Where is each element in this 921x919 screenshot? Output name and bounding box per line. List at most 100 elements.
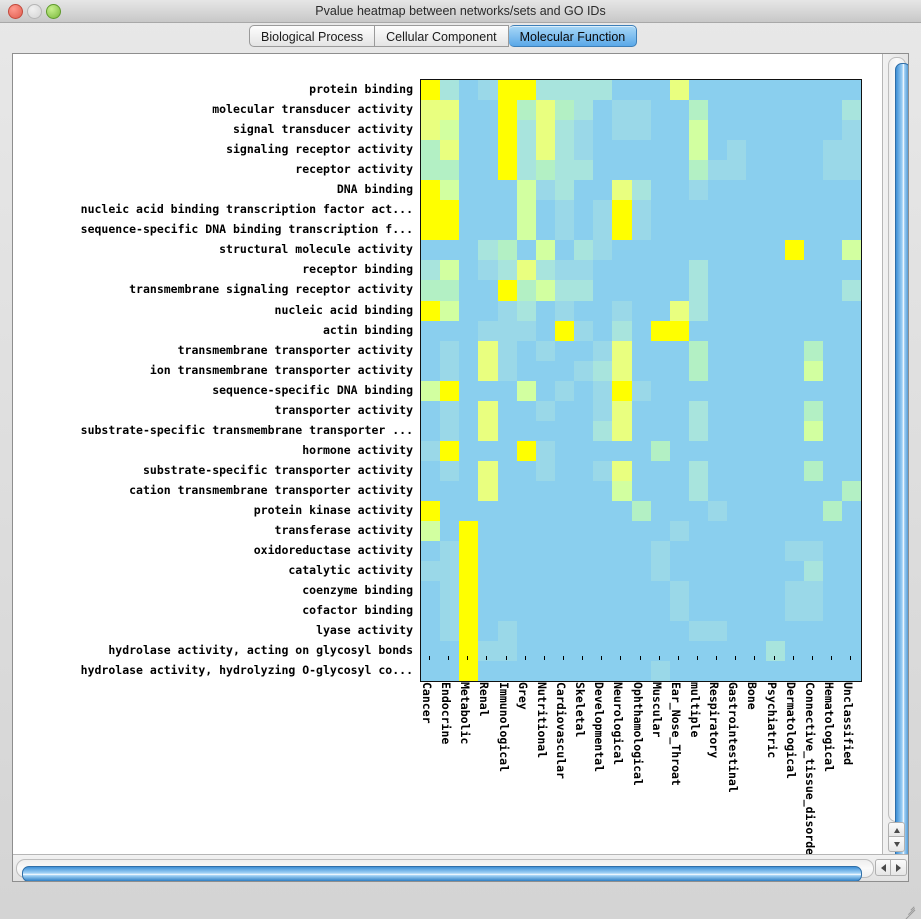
heatmap-cell[interactable] <box>650 320 670 341</box>
heatmap-cell[interactable] <box>440 320 460 341</box>
heatmap-cell[interactable] <box>765 460 785 481</box>
heatmap-cell[interactable] <box>535 440 555 461</box>
heatmap-cell[interactable] <box>535 601 555 622</box>
heatmap-cell[interactable] <box>516 621 536 642</box>
heatmap-cell[interactable] <box>803 641 823 662</box>
heatmap-cell[interactable] <box>746 440 766 461</box>
heatmap-cell[interactable] <box>554 140 575 161</box>
heatmap-cell[interactable] <box>650 180 670 201</box>
heatmap-cell[interactable] <box>554 521 575 542</box>
heatmap-cell[interactable] <box>516 601 536 622</box>
heatmap-cell[interactable] <box>765 280 785 301</box>
heatmap-cell[interactable] <box>440 601 460 622</box>
heatmap-cell[interactable] <box>803 420 823 441</box>
heatmap-cell[interactable] <box>478 400 498 421</box>
heatmap-cell[interactable] <box>478 541 498 562</box>
heatmap-cell[interactable] <box>650 160 670 181</box>
heatmap-cell[interactable] <box>497 420 517 441</box>
heatmap-cell[interactable] <box>593 641 613 662</box>
heatmap-cell[interactable] <box>822 661 843 682</box>
heatmap-cell[interactable] <box>650 200 670 221</box>
heatmap-cell[interactable] <box>612 621 632 642</box>
heatmap-cell[interactable] <box>535 160 555 181</box>
heatmap-cell[interactable] <box>631 360 651 381</box>
heatmap-cell[interactable] <box>593 140 613 161</box>
heatmap-cell[interactable] <box>688 480 709 501</box>
heatmap-cell[interactable] <box>650 641 670 662</box>
heatmap-cell[interactable] <box>516 420 536 441</box>
heatmap-cell[interactable] <box>631 440 651 461</box>
heatmap-cell[interactable] <box>478 601 498 622</box>
heatmap-cell[interactable] <box>554 180 575 201</box>
heatmap-cell[interactable] <box>535 561 555 582</box>
heatmap-cell[interactable] <box>535 280 555 301</box>
heatmap-cell[interactable] <box>440 641 460 662</box>
heatmap-cell[interactable] <box>727 521 747 542</box>
heatmap-cell[interactable] <box>459 581 479 602</box>
heatmap-cell[interactable] <box>421 460 441 481</box>
heatmap-cell[interactable] <box>421 500 441 522</box>
heatmap-cell[interactable] <box>727 500 747 522</box>
heatmap-cell[interactable] <box>421 160 441 181</box>
heatmap-cell[interactable] <box>727 561 747 582</box>
heatmap-cell[interactable] <box>708 661 728 682</box>
heatmap-cell[interactable] <box>650 400 670 421</box>
heatmap-cell[interactable] <box>478 200 498 221</box>
heatmap-cell[interactable] <box>535 220 555 241</box>
heatmap-cell[interactable] <box>650 601 670 622</box>
heatmap-cell[interactable] <box>708 120 728 141</box>
heatmap-cell[interactable] <box>593 581 613 602</box>
heatmap-cell[interactable] <box>784 480 804 501</box>
heatmap-cell[interactable] <box>440 280 460 301</box>
heatmap-cell[interactable] <box>612 260 632 281</box>
heatmap-cell[interactable] <box>554 561 575 582</box>
heatmap-cell[interactable] <box>440 440 460 461</box>
heatmap-cell[interactable] <box>708 180 728 201</box>
heatmap-cell[interactable] <box>727 440 747 461</box>
heatmap-cell[interactable] <box>803 300 823 321</box>
heatmap-cell[interactable] <box>593 380 613 401</box>
heatmap-cell[interactable] <box>650 220 670 241</box>
heatmap-cell[interactable] <box>842 601 862 622</box>
heatmap-cell[interactable] <box>765 120 785 141</box>
heatmap-cell[interactable] <box>554 320 575 341</box>
heatmap-cell[interactable] <box>554 300 575 321</box>
heatmap-cell[interactable] <box>459 480 479 501</box>
heatmap-cell[interactable] <box>459 280 479 301</box>
heatmap-cell[interactable] <box>631 480 651 501</box>
heatmap-cell[interactable] <box>554 120 575 141</box>
heatmap-cell[interactable] <box>842 220 862 241</box>
heatmap-cell[interactable] <box>822 380 843 401</box>
heatmap-cell[interactable] <box>708 100 728 121</box>
heatmap-cell[interactable] <box>612 340 632 361</box>
heatmap-cell[interactable] <box>612 200 632 221</box>
heatmap-cell[interactable] <box>784 100 804 121</box>
heatmap-cell[interactable] <box>669 320 689 341</box>
heatmap-cell[interactable] <box>842 621 862 642</box>
heatmap-cell[interactable] <box>440 80 460 101</box>
heatmap-cell[interactable] <box>478 581 498 602</box>
heatmap-cell[interactable] <box>746 561 766 582</box>
heatmap-cell[interactable] <box>688 220 709 241</box>
heatmap-cell[interactable] <box>421 521 441 542</box>
heatmap-cell[interactable] <box>746 120 766 141</box>
heatmap-cell[interactable] <box>746 661 766 682</box>
heatmap-cell[interactable] <box>421 80 441 101</box>
heatmap-cell[interactable] <box>440 400 460 421</box>
heatmap-cell[interactable] <box>688 641 709 662</box>
heatmap-cell[interactable] <box>746 100 766 121</box>
heatmap-cell[interactable] <box>535 260 555 281</box>
heatmap-cell[interactable] <box>612 280 632 301</box>
heatmap-cell[interactable] <box>784 561 804 582</box>
heatmap-cell[interactable] <box>822 420 843 441</box>
heatmap-cell[interactable] <box>822 541 843 562</box>
heatmap-cell[interactable] <box>727 200 747 221</box>
heatmap-cell[interactable] <box>516 440 536 461</box>
heatmap-cell[interactable] <box>535 180 555 201</box>
heatmap-cell[interactable] <box>669 220 689 241</box>
heatmap-cell[interactable] <box>593 541 613 562</box>
heatmap-cell[interactable] <box>554 280 575 301</box>
heatmap-cell[interactable] <box>803 240 823 261</box>
heatmap-cell[interactable] <box>554 641 575 662</box>
heatmap-cell[interactable] <box>478 360 498 381</box>
